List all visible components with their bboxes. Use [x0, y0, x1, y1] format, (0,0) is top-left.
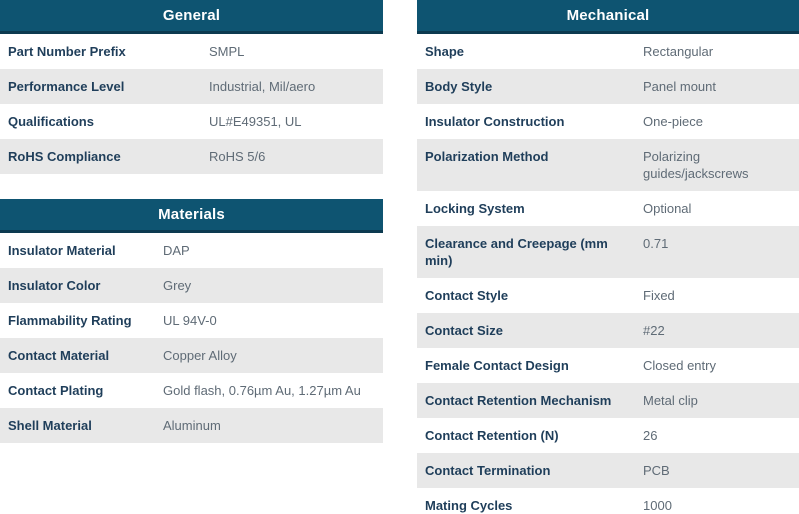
row-label: RoHS Compliance: [8, 149, 121, 164]
row-value: SMPL: [209, 44, 245, 59]
row-label: Qualifications: [8, 114, 94, 129]
row-value: UL#E49351, UL: [209, 114, 302, 129]
row-label: Contact Retention Mechanism: [425, 393, 612, 408]
table-row: Contact Retention (N) 26: [417, 418, 799, 453]
table-row: Shell Material Aluminum: [0, 408, 383, 443]
row-value: #22: [643, 323, 665, 338]
row-label: Insulator Material: [8, 243, 116, 258]
table-row: Locking System Optional: [417, 191, 799, 226]
table-row: Mating Cycles 1000: [417, 488, 799, 514]
table-row: Insulator Material DAP: [0, 233, 383, 268]
row-label: Body Style: [425, 79, 493, 94]
table-title: General: [162, 7, 221, 24]
row-value: 1000: [643, 498, 672, 513]
table-title: Materials: [158, 206, 225, 223]
row-label: Insulator Color: [8, 278, 101, 293]
row-value: One-piece: [643, 114, 703, 129]
row-value: 26: [643, 428, 658, 443]
row-value: Rectangular: [643, 44, 714, 59]
materials-table-header: Materials: [0, 199, 383, 233]
row-label: Mating Cycles: [425, 498, 513, 513]
materials-table: Materials Insulator Material DAP Insulat…: [0, 199, 383, 443]
left-column: General Part Number Prefix SMPL Performa…: [0, 0, 383, 514]
row-value: 0.71: [643, 236, 669, 251]
table-title: Mechanical: [566, 7, 650, 24]
row-label: Contact Plating: [8, 383, 104, 398]
row-label: Female Contact Design: [425, 358, 569, 373]
row-label: Flammability Rating: [8, 313, 132, 328]
row-label: Contact Size: [425, 323, 504, 338]
mechanical-table-header: Mechanical: [417, 0, 799, 34]
row-label: Locking System: [425, 201, 525, 216]
row-value: Copper Alloy: [163, 348, 237, 363]
row-value: Metal clip: [643, 393, 698, 408]
table-row: Part Number Prefix SMPL: [0, 34, 383, 69]
row-value: Optional: [643, 201, 692, 216]
table-row: Insulator Construction One-piece: [417, 104, 799, 139]
table-row: Contact Material Copper Alloy: [0, 338, 383, 373]
table-row: Contact Size #22: [417, 313, 799, 348]
table-row: Female Contact Design Closed entry: [417, 348, 799, 383]
row-label: Shell Material: [8, 418, 92, 433]
right-column: Mechanical Shape Rectangular Body Style …: [417, 0, 799, 514]
row-label: Clearance and Creepage (mm min): [425, 236, 608, 268]
row-label: Contact Style: [425, 288, 509, 303]
table-row: Contact Plating Gold flash, 0.76µm Au, 1…: [0, 373, 383, 408]
table-row: Insulator Color Grey: [0, 268, 383, 303]
row-value: PCB: [643, 463, 670, 478]
row-label: Shape: [425, 44, 465, 59]
general-table-header: General: [0, 0, 383, 34]
row-value: DAP: [163, 243, 190, 258]
table-row: Contact Style Fixed: [417, 278, 799, 313]
row-value: Grey: [163, 278, 192, 293]
row-label: Contact Material: [8, 348, 110, 363]
row-label: Contact Retention (N): [425, 428, 559, 443]
table-row: Flammability Rating UL 94V-0: [0, 303, 383, 338]
row-value: Closed entry: [643, 358, 716, 373]
row-value: Industrial, Mil/aero: [209, 79, 316, 94]
table-row: Contact Termination PCB: [417, 453, 799, 488]
table-row: Clearance and Creepage (mm min) 0.71: [417, 226, 799, 278]
row-label: Contact Termination: [425, 463, 551, 478]
table-row: Polarization Method Polarizing guides/ja…: [417, 139, 799, 191]
row-label: Performance Level: [8, 79, 125, 94]
row-value: RoHS 5/6: [209, 149, 266, 164]
table-row: Contact Retention Mechanism Metal clip: [417, 383, 799, 418]
table-row: RoHS Compliance RoHS 5/6: [0, 139, 383, 174]
row-label: Polarization Method: [425, 149, 549, 164]
table-row: Performance Level Industrial, Mil/aero: [0, 69, 383, 104]
table-row: Qualifications UL#E49351, UL: [0, 104, 383, 139]
general-table: General Part Number Prefix SMPL Performa…: [0, 0, 383, 174]
row-value: Aluminum: [163, 418, 221, 433]
mechanical-table: Mechanical Shape Rectangular Body Style …: [417, 0, 799, 514]
table-row: Shape Rectangular: [417, 34, 799, 69]
row-value: UL 94V-0: [163, 313, 217, 328]
row-label: Insulator Construction: [425, 114, 565, 129]
row-value: Panel mount: [643, 79, 716, 94]
row-label: Part Number Prefix: [8, 44, 126, 59]
row-value: Fixed: [643, 288, 675, 303]
row-value: Gold flash, 0.76µm Au, 1.27µm Au: [163, 383, 361, 398]
row-value: Polarizing guides/jackscrews: [643, 149, 749, 181]
table-row: Body Style Panel mount: [417, 69, 799, 104]
